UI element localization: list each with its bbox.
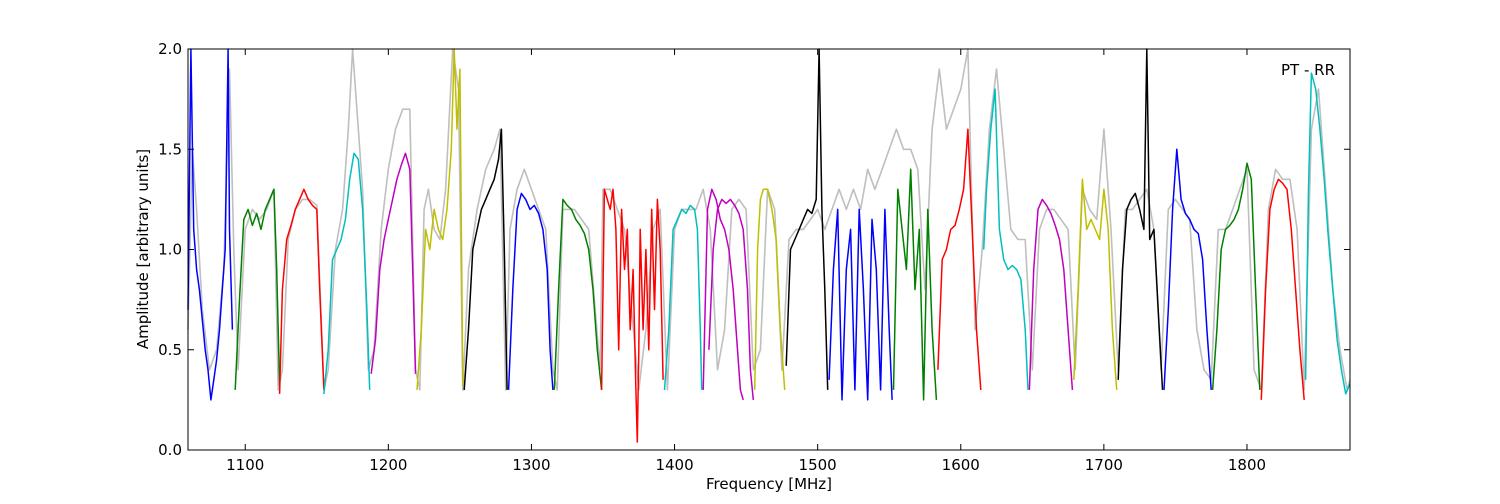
plot-background [188,49,1350,450]
series-line-9 [600,188,664,443]
series-line-25 [1304,72,1351,395]
ticks-layer: 1100 1200 1300 1400 1500 1600 1700 1800 0.0 0.5 1.… [158,40,1350,474]
series-line-24 [1260,178,1305,400]
series-line-10 [663,204,703,390]
series-line-0 [187,48,234,401]
x-tick-label: 1700 [1085,456,1123,474]
series-line-17 [937,128,982,390]
series-line-14 [785,48,829,390]
y-tick-label: 1.5 [158,140,182,158]
series-line-15 [828,208,893,401]
series-line-6 [463,128,508,390]
y-tick-label: 1.0 [158,241,182,259]
series-line-12 [708,198,755,400]
x-tick-label: 1600 [942,456,980,474]
series-line-2 [278,188,325,394]
series-line-21 [1117,48,1164,390]
y-tick-label: 2.0 [158,40,182,58]
x-tick-label: 1800 [1228,456,1266,474]
series-line-16 [892,168,938,401]
series-layer [187,48,1351,443]
background-trace-layer [187,48,1351,391]
series-line-4 [370,152,417,374]
x-tick-label: 1400 [655,456,693,474]
series-line-1 [234,188,281,390]
y-tick-label: 0.5 [158,341,182,359]
x-tick-label: 1500 [799,456,837,474]
series-line-11 [702,188,744,401]
x-tick-label: 1100 [226,456,264,474]
background-trace [187,48,1351,391]
series-line-23 [1211,162,1261,390]
series-line-19 [1028,198,1074,390]
series-line-8 [553,198,603,390]
series-line-20 [1073,178,1118,390]
series-line-13 [753,188,786,390]
series-line-7 [507,192,554,390]
corner-annotation: PT - RR [1281,61,1335,79]
y-tick-label: 0.0 [158,441,182,459]
x-tick-label: 1300 [512,456,550,474]
series-line-3 [323,152,371,394]
y-axis-label: Amplitude [arbitrary units] [134,149,152,349]
series-line-5 [416,48,464,390]
x-tick-label: 1200 [369,456,407,474]
series-line-18 [982,88,1029,390]
x-axis-label: Frequency [MHz] [706,475,832,493]
series-line-22 [1163,148,1212,390]
